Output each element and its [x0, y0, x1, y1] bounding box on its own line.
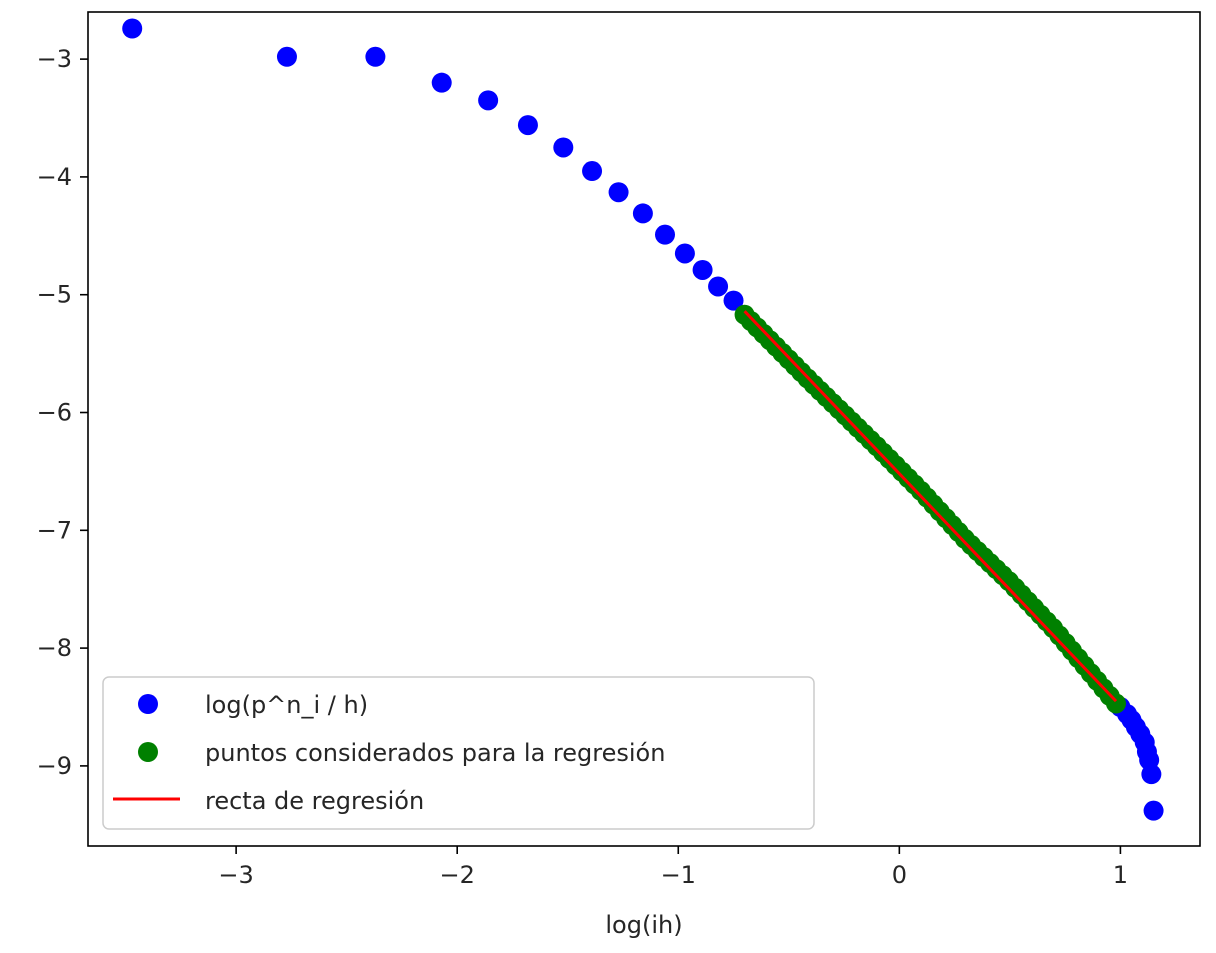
blue-point-11	[674, 243, 695, 264]
blue-point-10	[655, 224, 676, 245]
x-axis-label: log(ih)	[605, 911, 682, 939]
legend-marker-blue	[138, 694, 158, 714]
legend-marker-green	[138, 742, 158, 762]
plot-marks	[122, 18, 1164, 821]
y-tick-label-2: −5	[37, 281, 72, 309]
y-tick-label-6: −9	[37, 752, 72, 780]
blue-point-9	[632, 203, 653, 224]
axes-frame	[87, 11, 1201, 847]
blue-point-14	[723, 290, 744, 311]
blue-point-1	[276, 46, 297, 67]
blue-point-6	[553, 137, 574, 158]
blue-point-23	[1141, 764, 1162, 785]
blue-point-13	[708, 276, 729, 297]
x-axis-ticks: −3 −2 −1 0 1	[218, 846, 1128, 889]
y-tick-label-3: −6	[37, 399, 72, 427]
legend-label-red: recta de regresión	[205, 787, 424, 815]
blue-point-7	[582, 161, 603, 182]
y-tick-label-1: −4	[37, 163, 72, 191]
blue-point-2	[365, 46, 386, 67]
blue-point-4	[478, 90, 499, 111]
legend-frame	[102, 676, 815, 830]
blue-point-0	[122, 18, 143, 39]
x-tick-label-3: 0	[892, 861, 907, 889]
x-tick-label-2: −1	[661, 861, 696, 889]
x-tick-label-4: 1	[1113, 861, 1128, 889]
y-axis-ticks: −3 −4 −5 −6 −7 −8 −9	[37, 45, 88, 780]
x-tick-label-0: −3	[218, 861, 253, 889]
green-point-59	[1105, 693, 1126, 714]
legend-label-green: puntos considerados para la regresión	[205, 739, 665, 767]
x-tick-label-1: −2	[439, 861, 474, 889]
blue-point-24	[1143, 800, 1164, 821]
y-tick-label-5: −8	[37, 634, 72, 662]
blue-point-12	[692, 259, 713, 280]
regression-line	[743, 310, 1118, 703]
y-tick-label-0: −3	[37, 45, 72, 73]
legend: log(p^n_i / h) puntos considerados para …	[102, 676, 815, 830]
legend-label-blue: log(p^n_i / h)	[205, 691, 368, 719]
blue-point-5	[517, 115, 538, 136]
y-tick-label-4: −7	[37, 516, 72, 544]
blue-point-3	[431, 72, 452, 93]
blue-point-8	[608, 182, 629, 203]
